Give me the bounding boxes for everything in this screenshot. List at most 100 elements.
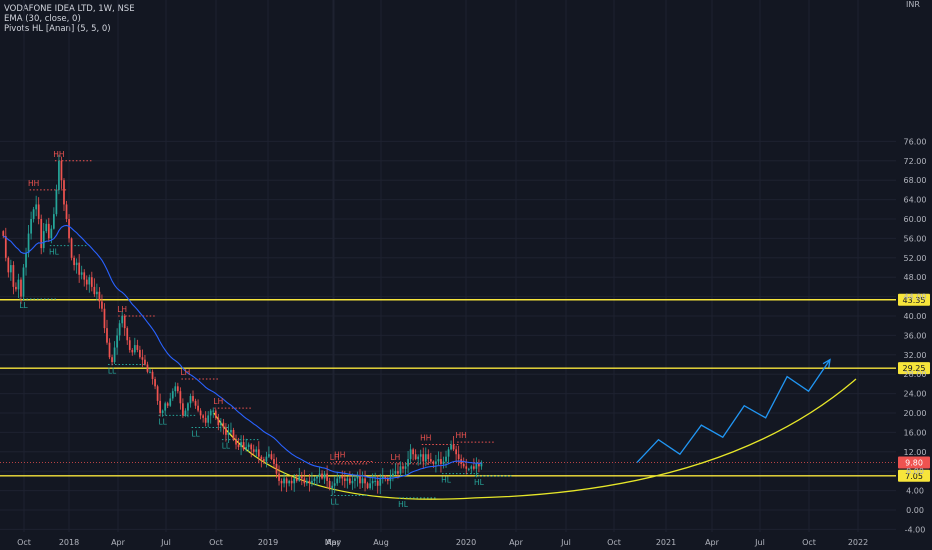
candle-body	[199, 410, 202, 416]
pivot-label: LL	[19, 301, 28, 310]
x-tick-label: Apr	[509, 538, 524, 547]
candle-body	[306, 480, 308, 484]
candle-body	[252, 449, 255, 452]
candle-body	[333, 483, 336, 486]
candle-body	[93, 286, 96, 295]
y-tick-label: 76.00	[904, 137, 927, 146]
candle-body	[478, 463, 480, 467]
candle-body	[171, 391, 174, 399]
pivot-label: LH	[213, 397, 223, 406]
candle-body	[15, 286, 17, 290]
candle-body	[154, 379, 156, 387]
candle-body	[35, 204, 38, 210]
x-tick-label: Apr	[111, 538, 126, 547]
x-tick-label: May	[325, 538, 342, 547]
candle-body	[407, 459, 409, 467]
candle-body	[394, 471, 397, 474]
last-price-box	[898, 456, 930, 469]
y-axis: INR 76.00 72.00 68.00 64.00 60.00 56.00 52.00 48…	[904, 0, 927, 534]
y-tick-label: 36.00	[904, 331, 927, 340]
candle-body	[419, 454, 422, 457]
candle-body	[457, 454, 460, 460]
candle-body	[245, 446, 248, 450]
pivot-label: HL	[474, 478, 485, 487]
y-axis-unit: INR	[906, 0, 920, 9]
candle-body	[156, 386, 159, 401]
candle-body	[260, 456, 263, 460]
candle-body	[475, 463, 478, 469]
candle-body	[45, 223, 48, 232]
candle-body	[354, 478, 356, 481]
candle-body	[442, 461, 445, 464]
candle-body	[386, 478, 389, 481]
candle-body	[98, 291, 101, 302]
projection-path	[636, 358, 831, 463]
candle-body	[376, 480, 379, 486]
candle-body	[462, 463, 465, 467]
candle-body	[30, 219, 32, 234]
candle-body	[452, 444, 455, 450]
candle-body	[328, 480, 331, 489]
projection-line	[636, 359, 831, 463]
candle-body	[88, 277, 91, 285]
candle-body	[404, 466, 407, 469]
candle-body	[369, 483, 371, 489]
candle-body	[364, 478, 366, 484]
x-tick-label: Apr	[705, 538, 720, 547]
candle-body	[126, 328, 129, 341]
y-tick-label: 20.00	[904, 409, 927, 418]
pivot-label: HL	[441, 476, 452, 485]
candle-body	[265, 456, 268, 462]
curve-path	[213, 378, 857, 500]
candle-body	[9, 265, 12, 273]
candle-body	[68, 219, 70, 239]
candle-body	[240, 442, 242, 447]
candle-body	[374, 480, 377, 482]
y-tick-label: 52.00	[904, 254, 927, 263]
candle-body	[308, 480, 311, 484]
candle-body	[455, 449, 457, 455]
candle-body	[300, 476, 303, 479]
ema-series-line	[2, 224, 482, 480]
candle-body	[222, 422, 225, 428]
pivot-lines	[19, 160, 513, 499]
candle-body	[270, 454, 273, 460]
pivot-label: HH	[456, 431, 467, 440]
candle-body	[149, 371, 151, 373]
candle-body	[7, 257, 10, 273]
candle-body	[133, 345, 136, 353]
y-tick-label: 44.00	[904, 293, 927, 302]
candle-body	[146, 364, 149, 372]
pivot-label: LL	[191, 430, 200, 439]
candle-body	[161, 410, 164, 413]
candle-body	[27, 233, 30, 253]
candle-body	[379, 478, 382, 486]
candle-body	[321, 473, 323, 479]
x-tick-label: 2019	[258, 538, 278, 547]
candle-body	[128, 340, 131, 350]
candle-body	[50, 228, 53, 239]
pivot-label: LH	[181, 368, 191, 377]
candle-body	[174, 386, 177, 392]
legend-ema: EMA (30, close, 0)	[4, 14, 81, 24]
x-tick-label: 2022	[848, 538, 868, 547]
candle-body	[144, 359, 146, 365]
level-label: 29.25	[903, 364, 926, 373]
candle-body	[316, 476, 318, 479]
candle-body	[432, 461, 435, 464]
candle-body	[37, 204, 40, 219]
candle-body	[136, 345, 139, 350]
y-tick-label: 0.00	[906, 506, 924, 515]
candle-body	[227, 432, 230, 435]
candle-body	[108, 342, 111, 358]
candle-body	[179, 391, 182, 404]
candle-body	[207, 415, 210, 423]
x-tick-label: Aug	[373, 538, 389, 547]
y-tick-label: 64.00	[904, 196, 927, 205]
rounding-bottom-curve	[213, 378, 857, 500]
x-tick-label: Oct	[209, 538, 223, 547]
candle-body	[219, 422, 222, 426]
candle-body	[331, 485, 334, 489]
